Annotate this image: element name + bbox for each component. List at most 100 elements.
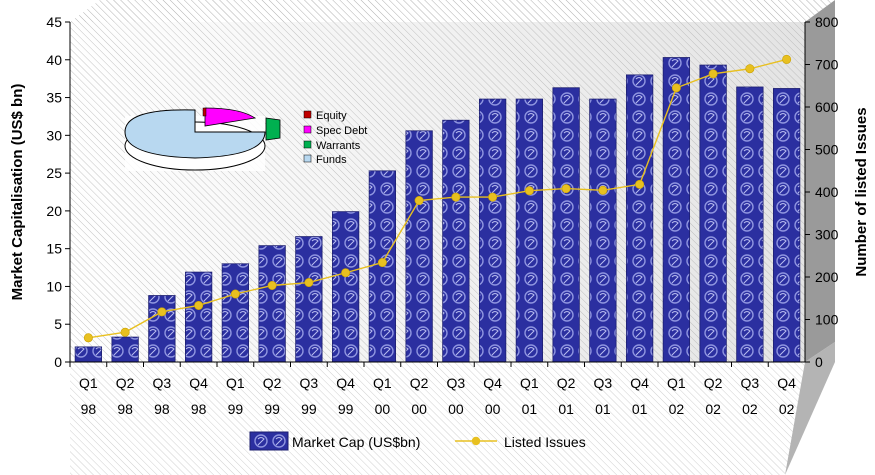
bar — [331, 211, 360, 363]
x-tick-label-quarter: Q4 — [483, 375, 502, 391]
x-tick-label-year: 01 — [632, 401, 648, 417]
inset-legend-label: Funds — [316, 154, 347, 166]
line-point — [377, 258, 387, 268]
x-tick-label-quarter: Q2 — [263, 375, 282, 391]
bar — [552, 87, 580, 363]
legend-line-marker — [471, 436, 481, 446]
right-tick-label: 0 — [815, 354, 823, 370]
x-tick-label-quarter: Q3 — [447, 375, 466, 391]
axes: 0510152025303540450100200300400500600700… — [9, 14, 870, 417]
right-tick-label: 600 — [815, 99, 839, 115]
left-tick-label: 0 — [54, 354, 62, 370]
right-tick-label: 100 — [815, 312, 839, 328]
x-tick-label-year: 99 — [301, 401, 317, 417]
y2-axis-title: Number of listed Issues — [853, 107, 870, 276]
right-tick-label: 700 — [815, 57, 839, 73]
inset-legend-label: Equity — [316, 110, 347, 122]
inset-legend-label: Warrants — [316, 140, 361, 152]
x-tick-label-quarter: Q2 — [410, 375, 429, 391]
line-point — [561, 184, 571, 194]
x-tick-label-year: 99 — [338, 401, 354, 417]
left-tick-label: 5 — [54, 316, 62, 332]
x-tick-label-quarter: Q2 — [116, 375, 135, 391]
x-tick-label-year: 02 — [779, 401, 795, 417]
x-tick-label-quarter: Q3 — [594, 375, 613, 391]
inset-legend-label: Spec Debt — [316, 125, 367, 137]
x-tick-label-year: 02 — [742, 401, 758, 417]
bar — [515, 98, 544, 363]
x-tick-label-year: 98 — [117, 401, 133, 417]
x-tick-label-year: 02 — [705, 401, 721, 417]
right-tick-label: 400 — [815, 184, 839, 200]
x-tick-label-year: 00 — [375, 401, 391, 417]
bar — [736, 86, 764, 363]
inset-legend-swatch — [303, 140, 312, 149]
pie-slice-equity — [202, 107, 207, 117]
floor-shadow — [785, 342, 835, 475]
x-tick-label-quarter: Q4 — [189, 375, 208, 391]
bar — [442, 119, 470, 363]
x-tick-label-year: 99 — [228, 401, 244, 417]
bar — [221, 263, 250, 363]
inset-legend-swatch — [303, 110, 312, 119]
floor-hatch — [70, 362, 805, 475]
x-tick-label-quarter: Q3 — [300, 375, 319, 391]
line-point — [488, 192, 498, 202]
series-line — [88, 58, 787, 339]
pie-slice-warrants — [265, 117, 281, 141]
line-point — [194, 300, 204, 310]
line-point — [782, 54, 792, 64]
inset-pie-chart: Equity Spec Debt Warrants Funds — [124, 107, 367, 171]
bar — [405, 130, 433, 363]
x-tick-label-quarter: Q2 — [557, 375, 576, 391]
line-point — [524, 186, 534, 196]
line-point — [451, 192, 461, 202]
plot-top-wall — [70, 0, 835, 22]
legend-line-label: Listed Issues — [504, 434, 586, 450]
line-point — [414, 196, 424, 206]
bar — [625, 74, 654, 363]
line-point — [708, 69, 718, 79]
right-tick-label: 300 — [815, 227, 839, 243]
bar — [295, 236, 323, 363]
x-tick-label-quarter: Q1 — [226, 375, 245, 391]
bar — [772, 88, 801, 363]
x-tick-label-quarter: Q1 — [79, 375, 98, 391]
x-tick-label-year: 98 — [191, 401, 207, 417]
bar — [148, 295, 176, 363]
plot-side-wall — [805, 0, 835, 362]
line-point — [341, 268, 351, 278]
plot-area-hatch — [70, 22, 805, 362]
line-point — [157, 307, 167, 317]
x-tick-label-quarter: Q2 — [704, 375, 723, 391]
line-point — [671, 83, 681, 93]
legend-bar-swatch — [249, 431, 289, 451]
x-tick-label-quarter: Q3 — [153, 375, 172, 391]
left-tick-label: 25 — [46, 165, 62, 181]
line-point — [120, 327, 130, 337]
inset-legend-swatch — [303, 154, 312, 163]
x-tick-label-year: 00 — [448, 401, 464, 417]
x-tick-label-year: 01 — [558, 401, 574, 417]
line-point — [267, 280, 277, 290]
line-point — [745, 64, 755, 74]
x-tick-label-quarter: Q4 — [630, 375, 649, 391]
pie-slice-funds — [124, 109, 266, 159]
x-tick-label-quarter: Q1 — [520, 375, 539, 391]
y-axis-title: Market Capitalisation (US$ bn) — [9, 84, 26, 301]
x-tick-label-year: 00 — [411, 401, 427, 417]
bar — [111, 336, 139, 363]
x-tick-label-year: 99 — [264, 401, 280, 417]
x-tick-label-quarter: Q1 — [667, 375, 686, 391]
x-tick-label-year: 01 — [522, 401, 538, 417]
right-tick-label: 800 — [815, 14, 839, 30]
legend: Market Cap (US$bn) Listed Issues — [249, 431, 586, 451]
bar — [258, 245, 286, 363]
x-tick-label-year: 98 — [154, 401, 170, 417]
left-tick-label: 20 — [46, 203, 62, 219]
legend-bar-label: Market Cap (US$bn) — [292, 434, 420, 450]
pie-slice-spec-debt — [204, 107, 257, 127]
left-tick-label: 30 — [46, 127, 62, 143]
